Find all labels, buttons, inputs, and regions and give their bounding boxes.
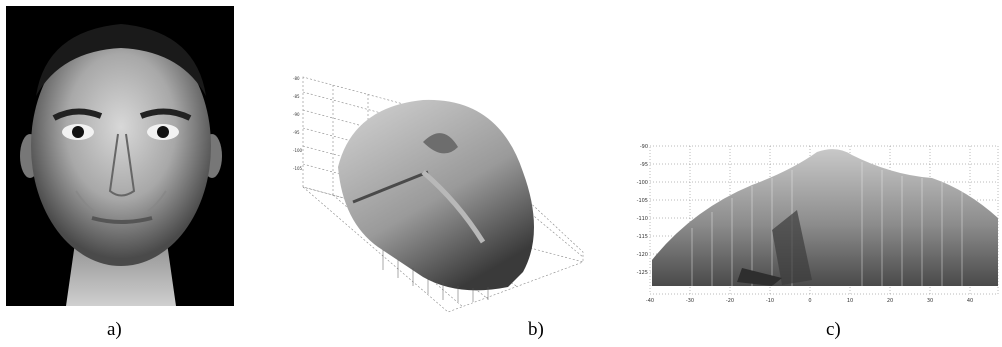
- svg-text:-100: -100: [293, 148, 303, 153]
- y-tick: -110: [637, 216, 648, 222]
- x-tick: -40: [646, 298, 654, 304]
- caption-c: c): [826, 319, 841, 340]
- face-photo: [6, 6, 234, 306]
- x-tick: -30: [686, 298, 694, 304]
- x-tick: -10: [766, 298, 774, 304]
- y-tick: -90: [640, 144, 648, 150]
- x-tick: 30: [927, 298, 933, 304]
- svg-text:-105: -105: [293, 166, 303, 171]
- x-tick: 40: [967, 298, 973, 304]
- y-tick: -100: [637, 180, 648, 186]
- x-tick: -20: [726, 298, 734, 304]
- mesh-plot-oblique: -80 -85 -90 -95 -100 -105: [283, 72, 601, 315]
- x-tick: 20: [887, 298, 893, 304]
- x-tick: 0: [808, 298, 811, 304]
- svg-text:-95: -95: [293, 130, 300, 135]
- svg-text:-85: -85: [293, 94, 300, 99]
- svg-text:-80: -80: [293, 76, 300, 81]
- mesh-plot-side: -90 -95 -100 -105 -110 -115 -120 -125 -4…: [632, 140, 1002, 304]
- y-tick: -95: [640, 162, 648, 168]
- y-tick: -115: [637, 234, 648, 240]
- caption-b: b): [528, 319, 544, 340]
- y-tick: -120: [637, 252, 648, 258]
- svg-text:-90: -90: [293, 112, 300, 117]
- x-tick: 10: [847, 298, 853, 304]
- y-tick: -125: [637, 270, 648, 276]
- y-tick: -105: [637, 198, 648, 204]
- caption-a: a): [107, 319, 122, 340]
